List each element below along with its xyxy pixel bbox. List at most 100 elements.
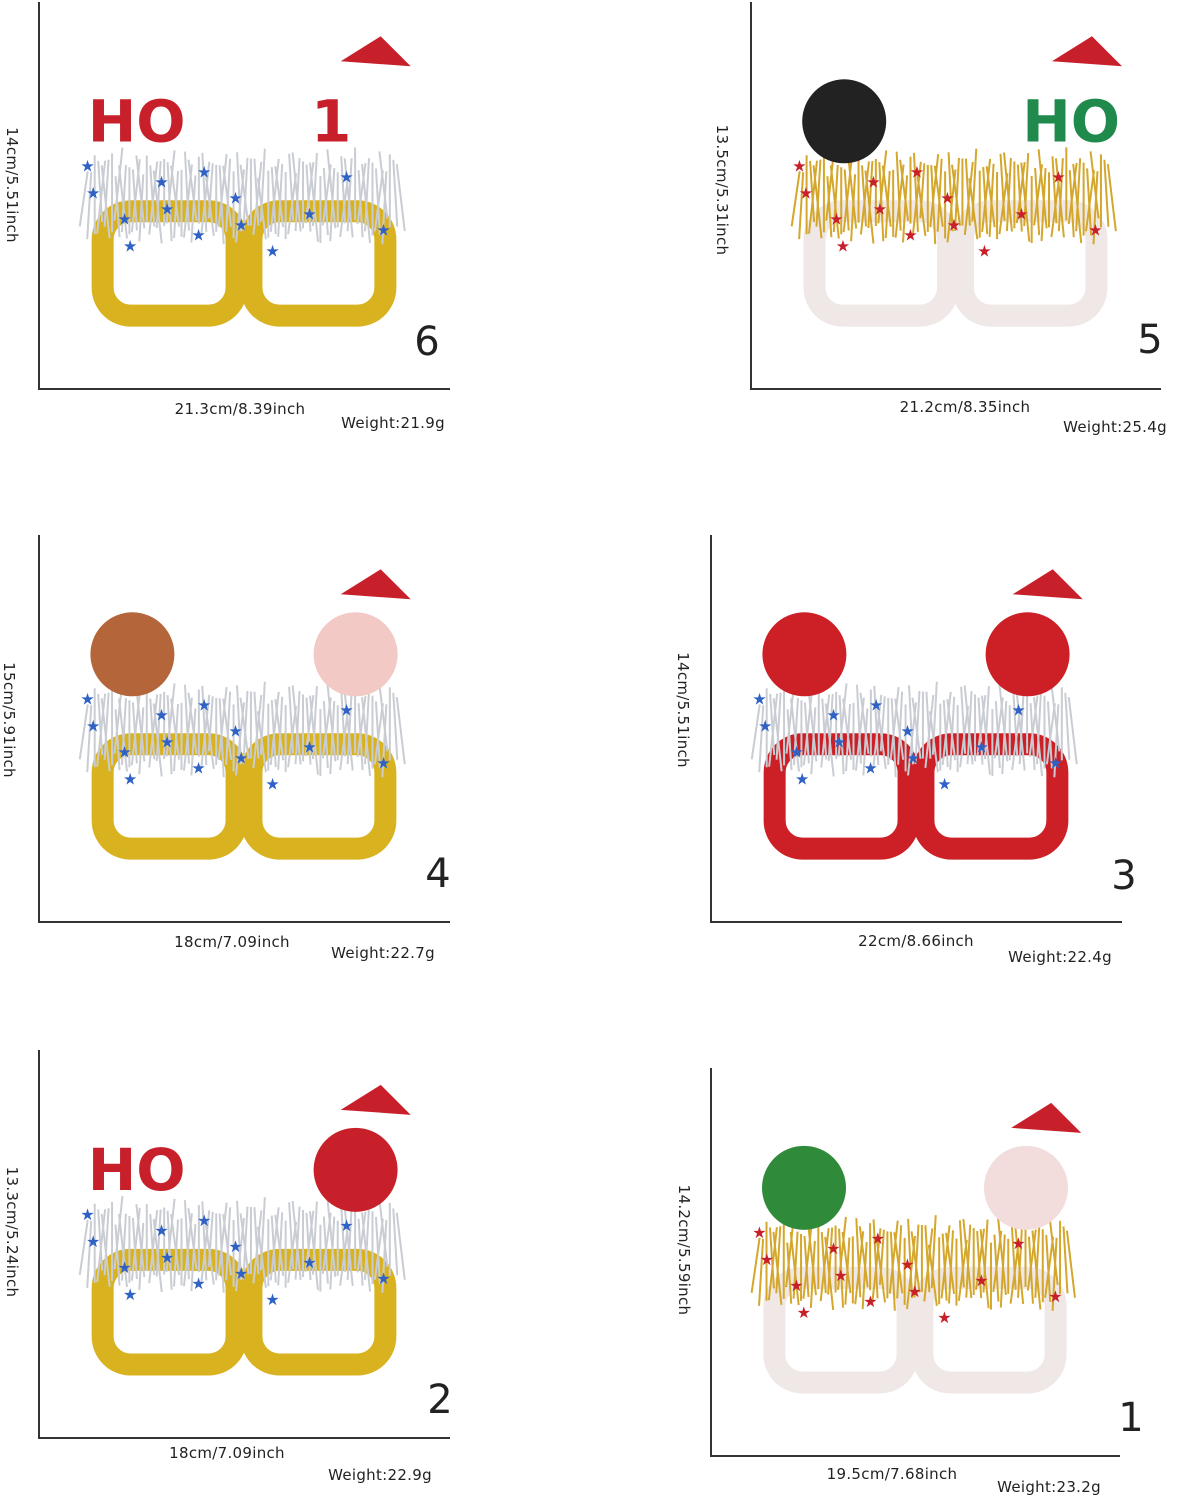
width-label: 18cm/7.09inch xyxy=(169,1444,285,1462)
star-confetti: ★ xyxy=(900,721,914,740)
tinsel-strand xyxy=(963,685,974,765)
star-confetti: ★ xyxy=(977,241,991,260)
tinsel-strand xyxy=(809,160,816,222)
width-axis-line xyxy=(710,921,1122,923)
tinsel-strand xyxy=(130,1207,141,1281)
tinsel-strand xyxy=(138,707,145,775)
tinsel-strand xyxy=(373,1218,384,1280)
tinsel-strand xyxy=(86,1220,93,1288)
christmas-glasses-image: ★ ★ ★ ★ ★ ★ ★ ★ ★ ★ ★ ★ ★ ★ xyxy=(750,569,1083,860)
tinsel-strand xyxy=(888,1220,899,1294)
star-confetti: ★ xyxy=(836,236,850,255)
star-confetti: ★ xyxy=(871,1229,885,1248)
tinsel-strand xyxy=(802,692,813,766)
tinsel-strand xyxy=(277,163,284,237)
right-lens-frame xyxy=(911,1266,1067,1394)
tinsel-strand xyxy=(326,149,337,229)
star-confetti: ★ xyxy=(1014,204,1028,223)
tinsel-strand xyxy=(346,691,353,765)
tinsel-strand xyxy=(947,152,954,232)
tinsel-strand xyxy=(884,170,891,239)
star-confetti: ★ xyxy=(873,199,887,218)
star-confetti: ★ xyxy=(869,695,883,714)
tinsel-strand xyxy=(925,691,932,759)
tinsel-strand xyxy=(183,1200,190,1280)
tinsel-strand xyxy=(395,164,406,232)
tinsel-strand xyxy=(356,162,367,225)
tinsel-strand xyxy=(862,708,869,776)
height-label: 13.5cm/5.31inch xyxy=(713,124,731,256)
star-confetti: ★ xyxy=(228,721,242,740)
tinsel-strand xyxy=(130,159,141,233)
tinsel-strand xyxy=(820,1231,827,1294)
weight-label: Weight:22.7g xyxy=(331,944,435,962)
tinsel-strand xyxy=(217,687,228,761)
tinsel-strand xyxy=(899,159,910,221)
height-axis-line xyxy=(38,2,40,388)
tinsel-strand xyxy=(288,153,295,221)
tinsel-strand xyxy=(1005,158,1012,232)
width-axis-line xyxy=(38,921,450,923)
tinsel-strand xyxy=(103,1208,110,1276)
tinsel-strand xyxy=(97,693,104,755)
tinsel-strand xyxy=(1037,149,1048,229)
tinsel-strand xyxy=(767,1227,778,1301)
tinsel-strand xyxy=(1051,156,1058,224)
tinsel-strand xyxy=(924,694,935,769)
tinsel-strand xyxy=(149,165,156,227)
tinsel-strand xyxy=(253,691,260,759)
tinsel-strand xyxy=(148,161,159,235)
tinsel-strand xyxy=(395,697,406,765)
tinsel-strand xyxy=(963,161,974,236)
tinsel-strand xyxy=(908,685,915,765)
tinsel-strand xyxy=(242,690,249,765)
tinsel-strand xyxy=(786,709,793,771)
right-decoration: HO xyxy=(1022,36,1122,155)
tinsel-strand xyxy=(965,1224,972,1298)
tinsel-strand xyxy=(96,693,107,767)
width-label: 19.5cm/7.68inch xyxy=(826,1465,958,1483)
tinsel-strand xyxy=(1033,164,1044,226)
right-decoration xyxy=(985,569,1083,697)
tinsel-strand xyxy=(871,1228,882,1302)
tinsel-strand xyxy=(130,692,141,766)
tinsel-strand xyxy=(964,158,971,226)
tinsel-strand xyxy=(242,1206,249,1280)
left-decoration xyxy=(802,79,887,164)
star-confetti: ★ xyxy=(86,716,100,735)
tinsel-strand xyxy=(183,151,190,231)
right-lens-frame xyxy=(912,733,1069,860)
tinsel-strand xyxy=(165,1198,176,1272)
tinsel-strand xyxy=(847,155,858,229)
star-confetti: ★ xyxy=(302,737,316,756)
tinsel-strand xyxy=(113,1196,124,1270)
tinsel-strand xyxy=(252,1210,263,1284)
tinsel-strand xyxy=(912,152,919,232)
tinsel-strand xyxy=(311,1201,318,1275)
tinsel-strand xyxy=(775,1226,782,1294)
tinsel-strand xyxy=(1075,158,1082,232)
left-decoration: HO xyxy=(88,87,186,155)
width-label: 21.3cm/8.39inch xyxy=(174,400,306,418)
tinsel-strand xyxy=(225,691,232,765)
left-decoration: HO xyxy=(88,1136,186,1204)
star-confetti: ★ xyxy=(940,188,954,207)
weight-label: Weight:25.4g xyxy=(1063,418,1167,436)
tinsel-strand xyxy=(187,1208,198,1270)
tinsel-strand xyxy=(373,170,384,232)
tinsel-strand xyxy=(936,158,943,232)
tinsel-strand xyxy=(287,1221,298,1283)
tinsel-strand xyxy=(291,1200,302,1281)
tinsel-strand xyxy=(907,702,917,776)
tinsel-strand xyxy=(135,688,146,762)
tinsel-strand xyxy=(155,1209,162,1277)
tinsel-strand xyxy=(103,692,110,760)
tinsel-strand xyxy=(947,1230,954,1304)
tinsel-strand xyxy=(1089,151,1100,219)
tinsel-strand xyxy=(236,152,243,232)
tinsel-strand xyxy=(750,704,761,760)
tinsel-strand xyxy=(1044,1236,1055,1298)
right-decoration-text: 1 xyxy=(311,87,351,155)
star-confetti: ★ xyxy=(154,1221,168,1240)
tinsel-strand xyxy=(911,161,922,235)
